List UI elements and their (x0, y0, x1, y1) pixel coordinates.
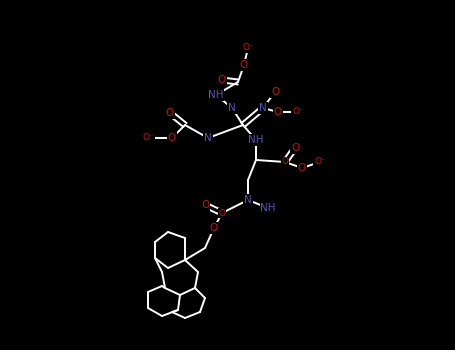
Text: N: N (228, 103, 236, 113)
Text: O⁻: O⁻ (142, 133, 154, 142)
Text: O: O (166, 108, 174, 118)
Text: N: N (259, 103, 267, 113)
Text: O: O (218, 75, 226, 85)
Text: N: N (204, 133, 212, 143)
Text: O⁻: O⁻ (314, 158, 326, 167)
Text: O: O (271, 87, 279, 97)
Text: O: O (291, 143, 299, 153)
Text: O: O (210, 223, 218, 233)
Text: O: O (274, 107, 282, 117)
Text: NH: NH (260, 203, 276, 213)
Text: O: O (298, 163, 306, 173)
Text: O: O (218, 209, 226, 217)
Text: O: O (201, 200, 209, 210)
Text: O: O (240, 60, 248, 70)
Text: N: N (244, 195, 252, 205)
Text: O⁻: O⁻ (242, 43, 254, 52)
Text: NH: NH (248, 135, 264, 145)
Text: O: O (168, 133, 176, 143)
Text: O: O (282, 158, 288, 167)
Text: O⁻: O⁻ (292, 107, 304, 117)
Text: NH: NH (208, 90, 224, 100)
